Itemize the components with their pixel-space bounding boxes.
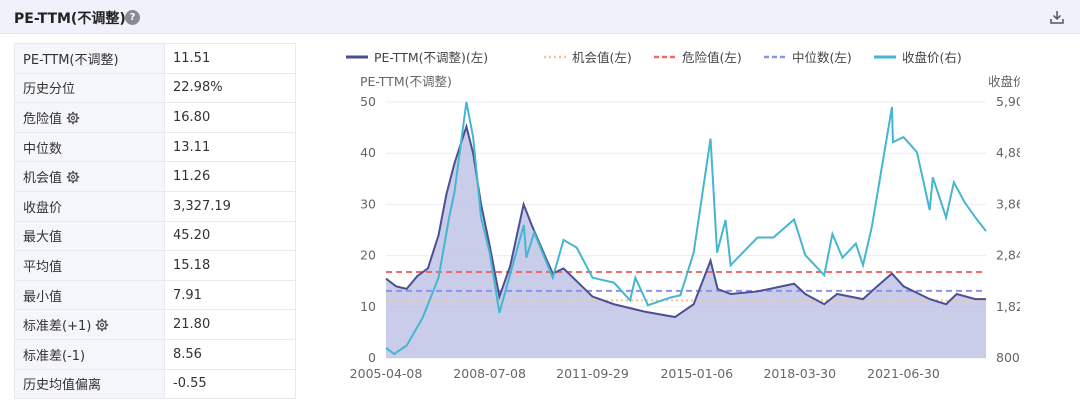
right-tick-label: 4,880 [996, 145, 1020, 160]
left-tick-label: 40 [360, 145, 376, 160]
stats-label: 收盘价 [23, 200, 63, 216]
stats-row: 最大值 45.20 [14, 220, 296, 252]
stats-label: 中位数 [23, 141, 63, 157]
stats-row: 危险值 16.80 [14, 102, 296, 133]
stats-label-cell: 收盘价 [14, 190, 165, 222]
settings-gear-icon[interactable] [66, 111, 80, 125]
pe-line [385, 122, 987, 319]
left-tick-label: 30 [360, 196, 376, 211]
stats-value: 11.51 [164, 43, 296, 74]
right-tick-label: 800 [996, 350, 1020, 365]
legend-label: 危险值(左) [682, 50, 742, 65]
page-title: PE-TTM(不调整) [14, 11, 126, 27]
stats-label-cell: 历史分位 [14, 72, 165, 104]
help-icon[interactable]: ? [125, 10, 140, 25]
legend-label: 收盘价(右) [902, 50, 962, 65]
stats-table: PE-TTM(不调整) 11.51 历史分位 22.98% 危险值 16.80 中位数 13.… [14, 43, 296, 400]
stats-label-cell: 最小值 [14, 279, 165, 311]
stats-label: 平均值 [23, 259, 63, 275]
download-icon[interactable] [1048, 8, 1066, 26]
stats-row: 标准差(-1) 8.56 [14, 338, 296, 370]
stats-label: PE-TTM(不调整) [23, 52, 119, 68]
stats-row: 平均值 15.18 [14, 250, 296, 281]
pe-ttm-chart: 0 10 20 30 40 50 800 1,820 2,840 3,860 4,880 5,900 P… [346, 50, 1020, 381]
x-tick-label: 2015-01-06 [660, 366, 733, 381]
x-tick-label: 2005-04-08 [350, 366, 423, 381]
stats-label: 最小值 [23, 289, 63, 305]
title-bar: PE-TTM(不调整) ? [0, 0, 1080, 34]
settings-gear-icon[interactable] [95, 318, 109, 332]
stats-value: 21.80 [164, 309, 296, 340]
legend-label: PE-TTM(不调整)(左) [374, 50, 488, 65]
legend-label: 机会值(左) [572, 50, 632, 65]
stats-value: 15.18 [164, 250, 296, 281]
stats-row: 历史分位 22.98% [14, 72, 296, 104]
left-tick-label: 50 [360, 94, 376, 109]
stats-row: 历史均值偏离 -0.55 [14, 368, 296, 400]
stats-value: -0.55 [164, 368, 296, 400]
legend-label: 中位数(左) [792, 50, 852, 65]
stats-label-cell: 中位数 [14, 131, 165, 163]
stats-label-cell: PE-TTM(不调整) [14, 43, 165, 74]
x-tick-label: 2021-06-30 [867, 366, 940, 381]
stats-row: 中位数 13.11 [14, 131, 296, 163]
stats-row: 标准差(+1) 21.80 [14, 309, 296, 340]
stats-value: 8.56 [164, 338, 296, 370]
left-tick-label: 10 [360, 299, 376, 314]
stats-label: 历史均值偏离 [23, 378, 102, 394]
left-axis-title: PE-TTM(不调整) [360, 74, 452, 89]
stats-row: 收盘价 3,327.19 [14, 190, 296, 222]
x-tick-label: 2011-09-29 [556, 366, 629, 381]
left-tick-label: 20 [360, 248, 376, 263]
stats-label-cell: 最大值 [14, 220, 165, 252]
stats-value: 7.91 [164, 279, 296, 311]
settings-gear-icon[interactable] [66, 170, 80, 184]
stats-label: 机会值 [23, 171, 63, 187]
right-tick-label: 5,900 [996, 94, 1020, 109]
stats-label: 标准差(+1) [23, 319, 92, 335]
right-axis-title: 收盘价 [988, 74, 1020, 89]
left-tick-label: 0 [368, 350, 376, 365]
stats-value: 11.26 [164, 161, 296, 192]
stats-label-cell: 机会值 [14, 161, 165, 192]
stats-value: 16.80 [164, 102, 296, 133]
stats-label-cell: 标准差(-1) [14, 338, 165, 370]
close-price-line [385, 101, 987, 356]
stats-value: 45.20 [164, 220, 296, 252]
right-tick-label: 2,840 [996, 248, 1020, 263]
x-tick-label: 2018-03-30 [763, 366, 836, 381]
stats-label-cell: 标准差(+1) [14, 309, 165, 340]
stats-row: PE-TTM(不调整) 11.51 [14, 43, 296, 74]
stats-label-cell: 历史均值偏离 [14, 368, 165, 400]
stats-label-cell: 危险值 [14, 102, 165, 133]
stats-label: 标准差(-1) [23, 348, 86, 364]
stats-label: 最大值 [23, 230, 63, 246]
stats-value: 13.11 [164, 131, 296, 163]
stats-label: 历史分位 [23, 82, 76, 98]
x-tick-label: 2008-07-08 [453, 366, 526, 381]
right-tick-label: 3,860 [996, 196, 1020, 211]
stats-label: 危险值 [23, 111, 63, 127]
stats-label-cell: 平均值 [14, 250, 165, 281]
stats-row: 最小值 7.91 [14, 279, 296, 311]
right-tick-label: 1,820 [996, 299, 1020, 314]
stats-value: 22.98% [164, 72, 296, 104]
stats-value: 3,327.19 [164, 190, 296, 222]
stats-row: 机会值 11.26 [14, 161, 296, 192]
